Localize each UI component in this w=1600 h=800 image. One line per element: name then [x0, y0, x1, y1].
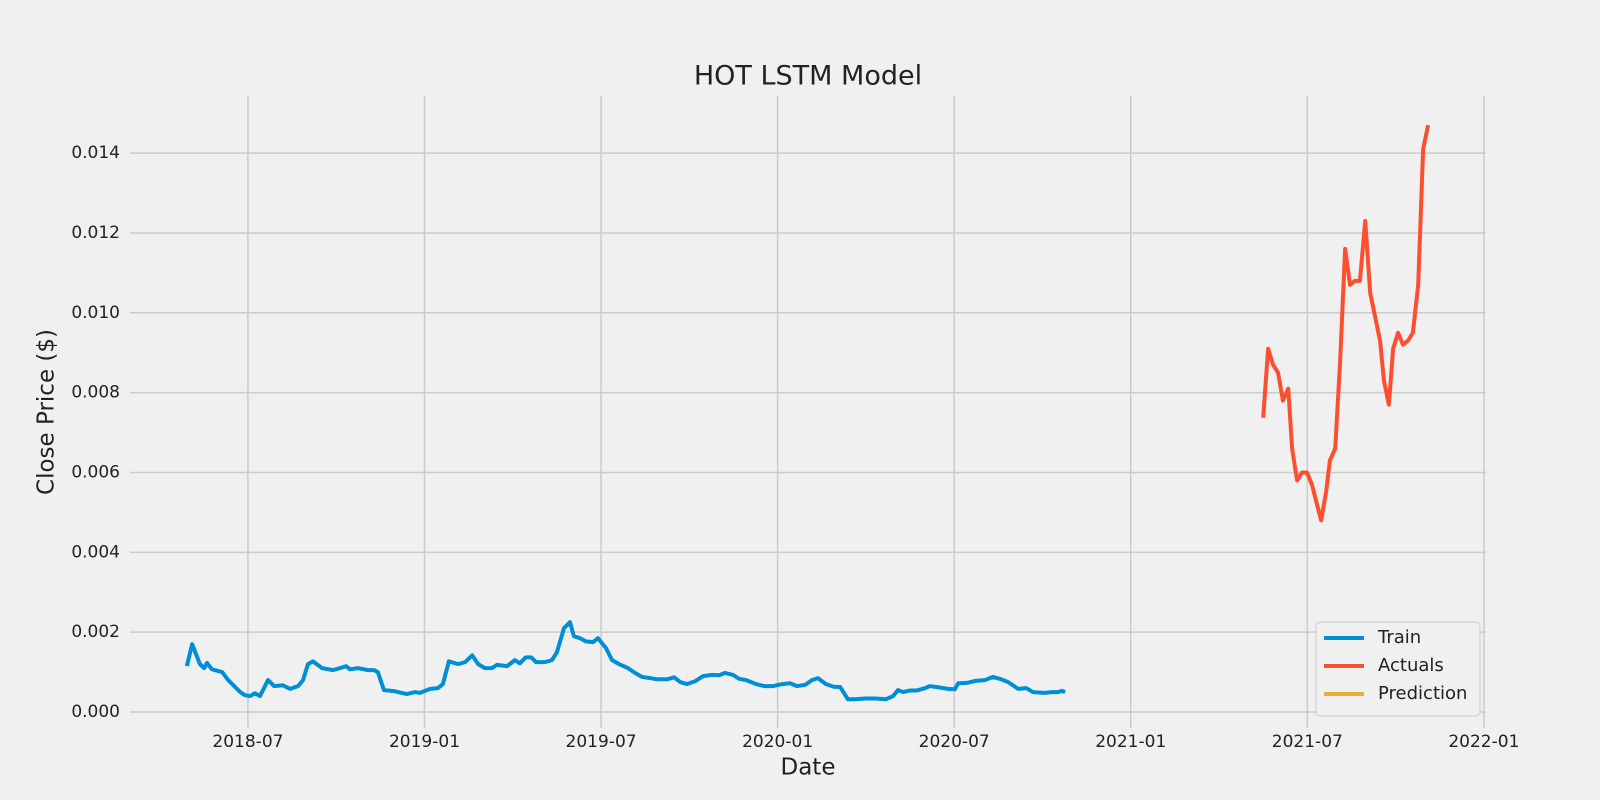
series-line [184, 620, 1066, 702]
y-tick-label: 0.006 [71, 462, 120, 482]
series-line [1261, 124, 1431, 523]
y-tick-label: 0.010 [71, 303, 120, 323]
legend: Train Actuals Prediction [1315, 621, 1481, 717]
x-tick-label: 2018-07 [212, 732, 283, 752]
y-tick-label: 0.012 [71, 223, 120, 243]
x-axis-label: Date [781, 755, 836, 781]
y-tick-label: 0.000 [71, 702, 120, 722]
x-tick-label: 2022-01 [1448, 732, 1519, 752]
x-tick-label: 2019-01 [389, 732, 460, 752]
x-tick-label: 2021-01 [1095, 732, 1166, 752]
y-tick-label: 0.002 [71, 622, 120, 642]
x-tick-label: 2020-01 [742, 732, 813, 752]
chart-title: HOT LSTM Model [694, 61, 922, 92]
y-axis-label: Close Price ($) [34, 329, 60, 495]
legend-label: Actuals [1378, 655, 1444, 676]
x-tick-label: 2021-07 [1272, 732, 1343, 752]
legend-label: Prediction [1378, 683, 1467, 704]
grid [130, 96, 1486, 728]
x-tick-label: 2019-07 [566, 732, 637, 752]
legend-label: Train [1377, 627, 1421, 648]
y-tick-label: 0.008 [71, 383, 120, 403]
y-tick-label: 0.004 [71, 542, 120, 562]
y-tick-label: 0.014 [71, 143, 120, 163]
x-tick-label: 2020-07 [919, 732, 990, 752]
